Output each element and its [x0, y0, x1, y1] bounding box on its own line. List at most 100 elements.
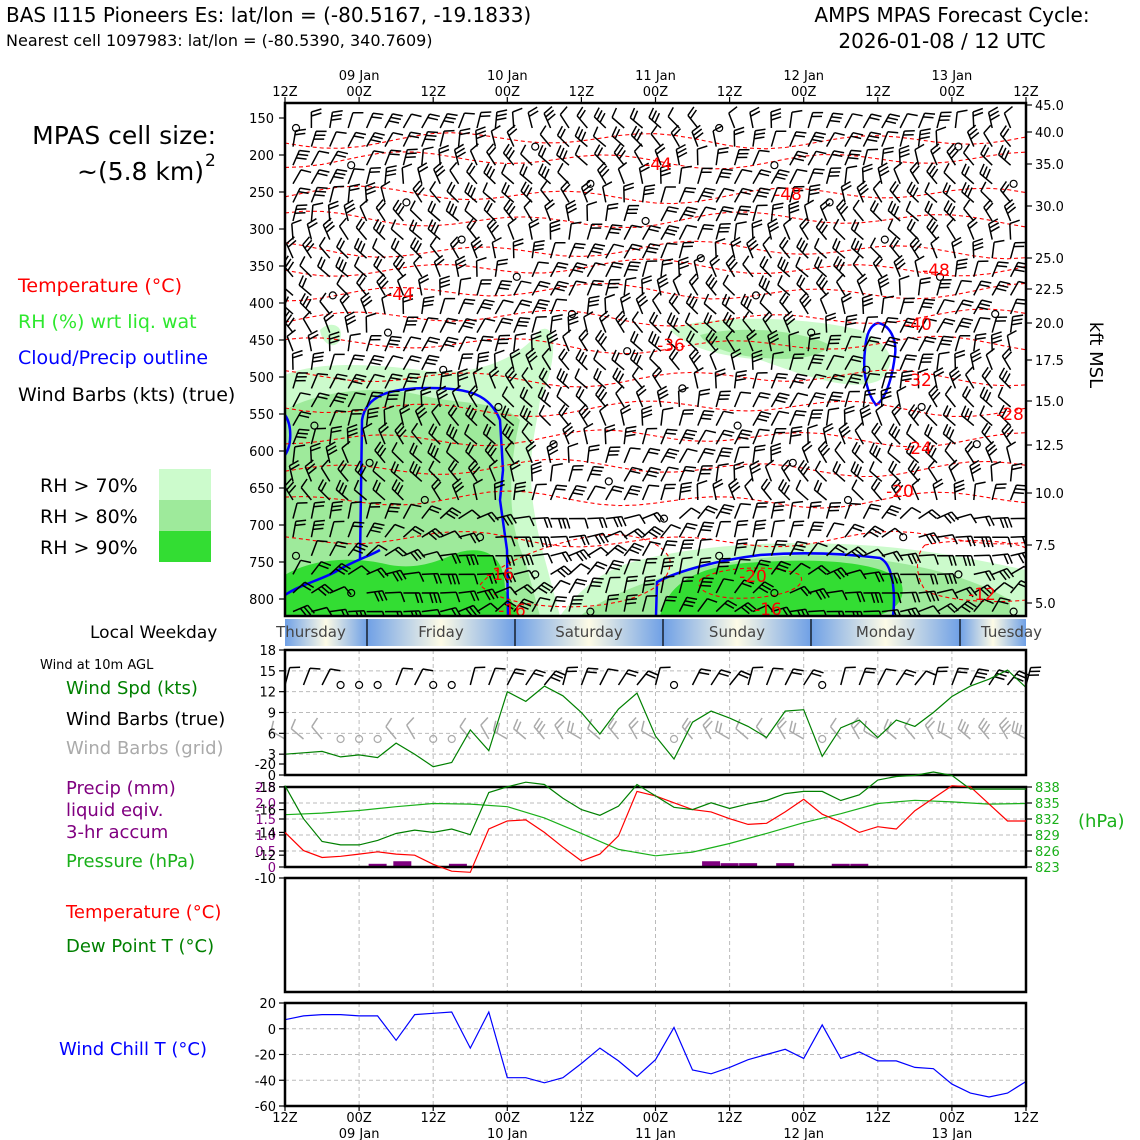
wind-barb	[292, 392, 311, 408]
y-tick-label: 2.0	[255, 797, 276, 812]
wind-barb	[353, 237, 368, 259]
wind-barb	[807, 409, 824, 426]
wind-barb	[829, 717, 842, 740]
calm-circle	[954, 570, 963, 579]
wind-barb	[513, 536, 534, 548]
cell-size-value: ~(5.8 km)	[77, 157, 204, 186]
wind-barb	[329, 353, 345, 371]
wind-barb	[347, 131, 367, 147]
calm-circle	[373, 680, 382, 690]
wind-barb	[825, 131, 845, 147]
wind-barb	[651, 366, 663, 389]
wind-barb	[372, 479, 386, 501]
wind-barb	[930, 236, 940, 259]
wind-speed-line	[284, 669, 1027, 768]
wind-barb	[310, 202, 324, 222]
wind-barb	[906, 181, 920, 203]
wind-barb	[470, 236, 483, 259]
wind-barb	[869, 442, 883, 464]
wind-barb	[1009, 314, 1024, 333]
wind-barb	[347, 168, 365, 185]
wind-barb	[381, 292, 392, 315]
wind-barb	[559, 106, 570, 129]
wind-barb	[862, 372, 881, 389]
temperature-contour-label: -36	[657, 336, 685, 356]
temperature-contour-labels: -44 -48 -44 -48 -40 -36 -32 -28 -24 -20 -16 -20 -16 -…	[386, 155, 1024, 621]
wind-barb	[659, 163, 671, 184]
wind-barb	[458, 604, 481, 616]
wind-barb	[488, 459, 498, 482]
wind-barb	[488, 366, 500, 389]
wind-barb	[693, 255, 704, 277]
calm-circle	[336, 734, 345, 744]
wind-barb	[942, 423, 956, 445]
wind-barb	[991, 567, 1015, 581]
wind-barb	[770, 519, 785, 538]
wind-barb	[660, 483, 676, 501]
wind-barb	[880, 386, 892, 408]
wind-barb	[678, 448, 698, 464]
wind-barb	[942, 182, 956, 203]
wind-barb	[467, 459, 481, 482]
wind-barb	[1025, 666, 1042, 686]
wind-barb	[697, 429, 717, 445]
cycle-line-1: AMPS MPAS Forecast Cycle:	[814, 3, 1089, 27]
wind-barb	[840, 180, 852, 203]
wind-barb	[951, 236, 963, 259]
calm-circle	[439, 365, 448, 374]
cloud-outline-1	[358, 386, 510, 616]
wind-barb	[292, 604, 315, 616]
calm-circle	[623, 347, 632, 356]
wind-barb	[458, 554, 479, 566]
wind-barb	[705, 329, 718, 352]
wind-barb	[317, 479, 331, 501]
calm-circle	[494, 402, 503, 412]
wind-barb	[752, 169, 772, 185]
wind-barb	[899, 336, 919, 352]
wind-barb	[980, 144, 993, 166]
wind-barb	[678, 241, 695, 259]
wind-barb	[955, 513, 978, 524]
wind-barb	[375, 199, 386, 222]
wind-barb	[697, 538, 712, 556]
wind-barb	[512, 718, 527, 740]
pressure-tick-label: 750	[249, 556, 274, 571]
wind-barb	[285, 478, 297, 501]
wind-barb	[604, 293, 616, 315]
wind-barb	[623, 558, 641, 575]
wind-barb	[566, 720, 582, 740]
wind-barb	[630, 125, 644, 148]
wind-barb	[578, 403, 591, 426]
wind-barb	[335, 479, 349, 501]
wind-barb	[979, 386, 993, 408]
wind-barb	[819, 292, 830, 315]
wind-barb	[650, 125, 662, 148]
wind-barb	[513, 332, 527, 352]
wind-barb	[476, 279, 492, 296]
wind-barb	[537, 144, 552, 166]
weekday-name: Friday	[418, 623, 464, 641]
wind-barb	[752, 559, 771, 575]
wind-barb	[770, 351, 784, 370]
wind-barb	[482, 182, 496, 203]
calm-circle	[531, 142, 540, 151]
wind-barb	[752, 539, 768, 556]
y-tick-label: 2.5	[255, 781, 276, 796]
wind-barb	[500, 405, 515, 427]
wind-barb	[623, 466, 643, 482]
wind-barb	[992, 516, 1013, 529]
wind-barb	[733, 579, 755, 594]
wind-barb	[611, 107, 625, 129]
wind-barb	[696, 479, 708, 501]
calm-circle	[355, 734, 364, 744]
wind-barb	[421, 317, 439, 333]
wind-barb	[697, 505, 718, 520]
wind-barb	[439, 129, 455, 147]
wind-barb	[506, 124, 518, 147]
wind-barb	[733, 187, 753, 203]
wind-barb	[789, 185, 805, 203]
wind-barb	[881, 336, 901, 352]
kft-tick-label: 10.0	[1035, 487, 1064, 502]
wind-barb	[495, 535, 516, 547]
wind-barb	[918, 532, 941, 545]
